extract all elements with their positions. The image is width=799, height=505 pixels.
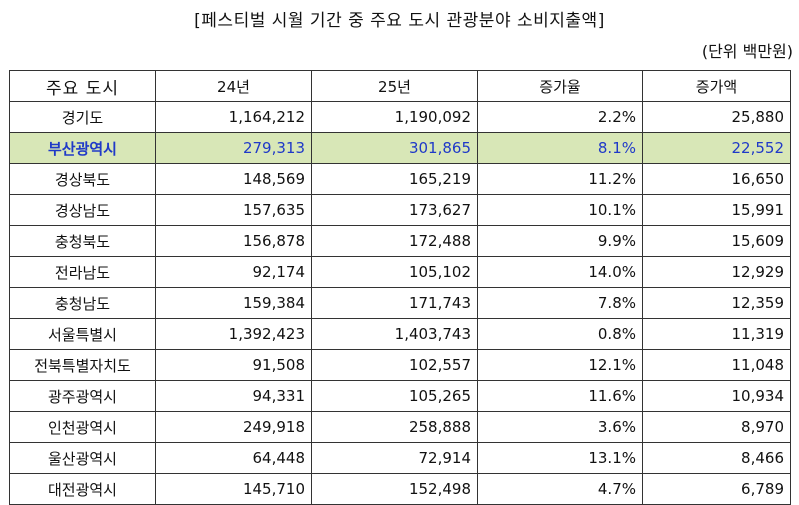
amount-cell: 12,929	[642, 256, 791, 288]
y24-cell: 1,164,212	[155, 101, 312, 133]
y24-cell: 94,331	[155, 380, 312, 412]
y24-cell: 249,918	[155, 411, 312, 443]
city-cell: 충청남도	[9, 287, 156, 319]
header-24: 24년	[155, 70, 312, 102]
y24-cell: 92,174	[155, 256, 312, 288]
table-row: 부산광역시 279,313 301,865 8.1% 22,552	[9, 132, 791, 164]
rate-cell: 2.2%	[477, 101, 643, 133]
amount-cell: 12,359	[642, 287, 791, 319]
table-row: 충청북도 156,878 172,488 9.9% 15,609	[9, 225, 791, 257]
city-cell: 경상북도	[9, 163, 156, 195]
amount-cell: 15,609	[642, 225, 791, 257]
y24-cell: 91,508	[155, 349, 312, 381]
rate-cell: 4.7%	[477, 473, 643, 505]
city-cell: 광주광역시	[9, 380, 156, 412]
table-row: 충청남도 159,384 171,743 7.8% 12,359	[9, 287, 791, 319]
table-header-row: 주요 도시 24년 25년 증가율 증가액	[9, 70, 791, 102]
y25-cell: 1,403,743	[311, 318, 478, 350]
header-25: 25년	[311, 70, 478, 102]
amount-cell: 22,552	[642, 132, 791, 164]
table-body: 경기도 1,164,212 1,190,092 2.2% 25,880 부산광역시 279,…	[9, 101, 791, 505]
y25-cell: 105,265	[311, 380, 478, 412]
amount-cell: 16,650	[642, 163, 791, 195]
y25-cell: 105,102	[311, 256, 478, 288]
header-city: 주요 도시	[9, 70, 156, 102]
table-row: 경상북도 148,569 165,219 11.2% 16,650	[9, 163, 791, 195]
y25-cell: 152,498	[311, 473, 478, 505]
y25-cell: 1,190,092	[311, 101, 478, 133]
y25-cell: 102,557	[311, 349, 478, 381]
y24-cell: 279,313	[155, 132, 312, 164]
city-cell: 경상남도	[9, 194, 156, 226]
amount-cell: 8,466	[642, 442, 791, 474]
table-row: 대전광역시 145,710 152,498 4.7% 6,789	[9, 473, 791, 505]
rate-cell: 9.9%	[477, 225, 643, 257]
rate-cell: 3.6%	[477, 411, 643, 443]
rate-cell: 11.6%	[477, 380, 643, 412]
city-cell: 울산광역시	[9, 442, 156, 474]
rate-cell: 8.1%	[477, 132, 643, 164]
table-row: 경상남도 157,635 173,627 10.1% 15,991	[9, 194, 791, 226]
table-row: 전북특별자치도 91,508 102,557 12.1% 11,048	[9, 349, 791, 381]
y24-cell: 159,384	[155, 287, 312, 319]
y24-cell: 145,710	[155, 473, 312, 505]
y25-cell: 165,219	[311, 163, 478, 195]
y24-cell: 157,635	[155, 194, 312, 226]
y25-cell: 171,743	[311, 287, 478, 319]
table-row: 전라남도 92,174 105,102 14.0% 12,929	[9, 256, 791, 288]
amount-cell: 25,880	[642, 101, 791, 133]
y25-cell: 258,888	[311, 411, 478, 443]
city-cell: 충청북도	[9, 225, 156, 257]
rate-cell: 7.8%	[477, 287, 643, 319]
table-row: 인천광역시 249,918 258,888 3.6% 8,970	[9, 411, 791, 443]
table-row: 경기도 1,164,212 1,190,092 2.2% 25,880	[9, 101, 791, 133]
y24-cell: 1,392,423	[155, 318, 312, 350]
page-title: [페스티벌 시월 기간 중 주요 도시 관광분야 소비지출액]	[194, 11, 605, 31]
rate-cell: 13.1%	[477, 442, 643, 474]
y25-cell: 172,488	[311, 225, 478, 257]
amount-cell: 11,048	[642, 349, 791, 381]
city-cell: 대전광역시	[9, 473, 156, 505]
rate-cell: 14.0%	[477, 256, 643, 288]
rate-cell: 12.1%	[477, 349, 643, 381]
rate-cell: 11.2%	[477, 163, 643, 195]
unit-note: (단위 백만원)	[701, 42, 793, 61]
y24-cell: 64,448	[155, 442, 312, 474]
table-row: 서울특별시 1,392,423 1,403,743 0.8% 11,319	[9, 318, 791, 350]
city-cell: 경기도	[9, 101, 156, 133]
city-cell: 부산광역시	[9, 132, 156, 164]
rate-cell: 0.8%	[477, 318, 643, 350]
y24-cell: 156,878	[155, 225, 312, 257]
spending-table: 주요 도시 24년 25년 증가율 증가액 경기도 1,164,212 1,190,…	[9, 70, 791, 505]
y24-cell: 148,569	[155, 163, 312, 195]
y25-cell: 72,914	[311, 442, 478, 474]
amount-cell: 6,789	[642, 473, 791, 505]
table-row: 울산광역시 64,448 72,914 13.1% 8,466	[9, 442, 791, 474]
city-cell: 전라남도	[9, 256, 156, 288]
rate-cell: 10.1%	[477, 194, 643, 226]
y25-cell: 173,627	[311, 194, 478, 226]
y25-cell: 301,865	[311, 132, 478, 164]
amount-cell: 8,970	[642, 411, 791, 443]
amount-cell: 15,991	[642, 194, 791, 226]
city-cell: 인천광역시	[9, 411, 156, 443]
table-row: 광주광역시 94,331 105,265 11.6% 10,934	[9, 380, 791, 412]
city-cell: 서울특별시	[9, 318, 156, 350]
header-amount: 증가액	[642, 70, 791, 102]
amount-cell: 10,934	[642, 380, 791, 412]
city-cell: 전북특별자치도	[9, 349, 156, 381]
amount-cell: 11,319	[642, 318, 791, 350]
header-rate: 증가율	[477, 70, 643, 102]
